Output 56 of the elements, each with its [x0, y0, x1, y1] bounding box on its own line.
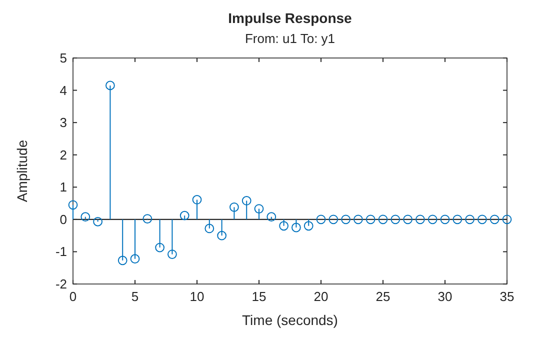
point: [366, 214, 376, 224]
point: [155, 242, 164, 252]
point: [292, 222, 301, 232]
x-tick-label: 0: [69, 289, 77, 304]
y-tick-label: 4: [60, 82, 67, 98]
point: [452, 214, 462, 224]
point: [428, 214, 438, 224]
y-tick-label: -1: [55, 244, 67, 260]
point: [168, 250, 177, 259]
point: [266, 212, 276, 222]
y-tick-label: 2: [60, 147, 67, 162]
x-axis-title: Time (seconds): [242, 312, 338, 328]
point: [378, 214, 388, 224]
point: [118, 256, 128, 266]
point: [217, 230, 226, 240]
point: [192, 195, 202, 204]
x-tick-label: 30: [438, 289, 452, 304]
x-tick-label: 20: [314, 289, 328, 304]
point: [279, 221, 288, 231]
point: [68, 200, 78, 210]
y-tick-label: 3: [60, 115, 67, 130]
point: [304, 221, 314, 231]
point: [230, 202, 239, 212]
point: [478, 214, 487, 224]
x-tick-label: 10: [190, 289, 204, 304]
point: [354, 214, 363, 224]
y-axis-title: Amplitude: [14, 140, 30, 202]
point: [490, 214, 500, 224]
point: [93, 216, 102, 226]
chart-title: Impulse Response: [228, 10, 352, 26]
y-tick-label: 0: [60, 212, 67, 227]
chart-subtitle: From: u1 To: y1: [244, 31, 336, 46]
point: [341, 214, 350, 224]
point: [142, 214, 152, 224]
y-tick-label: 1: [60, 180, 67, 195]
point: [502, 214, 512, 224]
point: [80, 212, 90, 222]
point: [328, 214, 338, 224]
x-tick-label: 25: [376, 289, 390, 304]
point: [440, 214, 450, 224]
y-tick-label: -2: [55, 276, 67, 292]
y-tick-label: 5: [60, 50, 67, 66]
x-tick-label: 5: [131, 289, 139, 304]
point: [180, 210, 190, 220]
point: [403, 214, 412, 224]
point: [130, 254, 140, 264]
point: [465, 214, 474, 224]
point: [254, 204, 264, 214]
x-tick-label: 35: [500, 289, 514, 304]
point: [204, 224, 214, 234]
point: [106, 80, 115, 90]
point: [416, 214, 425, 224]
x-tick-label: 15: [252, 289, 266, 304]
point: [316, 214, 326, 224]
point: [390, 214, 400, 224]
point: [242, 196, 252, 206]
